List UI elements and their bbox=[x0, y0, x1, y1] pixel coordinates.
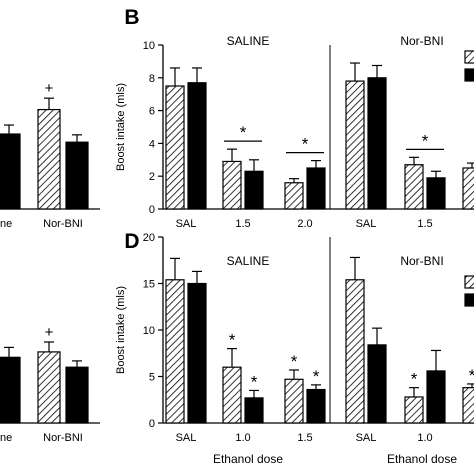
panel-a-group-label: Nor-BNI bbox=[43, 218, 83, 230]
panel-b-x-tick-label: 2.0 bbox=[297, 218, 312, 230]
panel-d-y-tick-label: 15 bbox=[143, 279, 155, 291]
panel-b-bar bbox=[222, 160, 242, 210]
panel-b-y-tick-label: 0 bbox=[149, 204, 155, 216]
panel-d-bar bbox=[426, 370, 446, 424]
panel-d-bar bbox=[284, 378, 304, 424]
panel-b-significance-mark: * bbox=[422, 131, 429, 150]
panel-d-significance-mark: * bbox=[469, 366, 474, 385]
panel-d-significance-mark: * bbox=[229, 331, 236, 350]
panel-b-significance-mark: * bbox=[302, 135, 309, 154]
panel-b-x-tick-label: 1.5 bbox=[417, 218, 432, 230]
panel-b-significance-mark: * bbox=[240, 123, 247, 142]
panel-b-group-title: SALINE bbox=[227, 34, 270, 48]
panel-d-y-axis-label: Boost intake (mls) bbox=[115, 286, 127, 374]
panel-d-x-tick-label: 1.0 bbox=[235, 432, 250, 444]
panel-b-bar bbox=[462, 167, 474, 210]
panel-d-y-tick-label: 5 bbox=[149, 372, 155, 384]
panel-c-group-label: Nor-BNI bbox=[43, 432, 83, 444]
panel-d-bar bbox=[165, 279, 185, 424]
panel-b-y-axis-label: Boost intake (mls) bbox=[115, 83, 127, 171]
panel-b-x-tick-label: 1.5 bbox=[235, 218, 250, 230]
panel-d-bar bbox=[462, 387, 474, 424]
panel-b-bar bbox=[187, 82, 207, 210]
panel-b-bar bbox=[426, 177, 446, 210]
panel-c-group-label: ne bbox=[0, 432, 12, 444]
panel-b-y-tick-label: 8 bbox=[149, 73, 155, 85]
panel-b-bar bbox=[306, 167, 326, 210]
panel-c-bar bbox=[65, 366, 89, 424]
panel-d-x-tick-label: SAL bbox=[356, 432, 377, 444]
panel-b-letter: B bbox=[124, 6, 139, 29]
panel-d-legend-swatch-solid bbox=[464, 293, 474, 307]
panel-d-x-axis-label: Ethanol dose bbox=[387, 452, 457, 466]
panel-d-x-tick-label: 1.5 bbox=[297, 432, 312, 444]
panel-b-group-title: Nor-BNI bbox=[400, 34, 443, 48]
panel-b-bar bbox=[244, 170, 264, 210]
panel-b-bar bbox=[284, 182, 304, 210]
panel-d-group-title: Nor-BNI bbox=[400, 254, 443, 268]
panel-d-x-tick-label: 1.0 bbox=[417, 432, 432, 444]
panel-c-significance-mark: + bbox=[45, 324, 54, 341]
panel-d-significance-mark: * bbox=[291, 352, 298, 371]
panel-d-bar bbox=[222, 366, 242, 424]
panel-b-y-tick-label: 4 bbox=[149, 138, 155, 150]
panel-a-bar bbox=[0, 133, 21, 210]
panel-a-group-label: ne bbox=[0, 218, 12, 230]
panel-d-bar bbox=[187, 282, 207, 424]
panel-a-significance-mark: + bbox=[45, 80, 54, 97]
panel-d-group-title: SALINE bbox=[227, 254, 270, 268]
panel-d-bar bbox=[404, 396, 424, 424]
panel-d-y-tick-label: 10 bbox=[143, 325, 155, 337]
panel-d-bar bbox=[244, 397, 264, 424]
panel-b-bar bbox=[165, 85, 185, 210]
panel-d-significance-mark: * bbox=[313, 367, 320, 386]
panel-b-bar bbox=[367, 77, 387, 210]
panel-d-x-tick-label: SAL bbox=[176, 432, 197, 444]
panel-d-bar bbox=[306, 388, 326, 424]
panel-b-y-tick-label: 2 bbox=[149, 171, 155, 183]
panel-d-letter: D bbox=[124, 230, 139, 253]
panel-d-bar bbox=[345, 279, 365, 424]
panel-b-bar bbox=[345, 80, 365, 210]
panel-c-bar bbox=[0, 356, 21, 424]
panel-b-bar bbox=[404, 164, 424, 210]
panel-b-y-tick-label: 6 bbox=[149, 106, 155, 118]
panel-d-y-tick-label: 0 bbox=[149, 418, 155, 430]
panel-a-bar bbox=[65, 141, 89, 210]
panel-d-significance-mark: * bbox=[251, 372, 258, 391]
panel-a-bar bbox=[37, 108, 61, 210]
panel-d-significance-mark: * bbox=[411, 370, 418, 389]
panel-b-x-tick-label: SAL bbox=[356, 218, 377, 230]
panel-b-x-tick-label: SAL bbox=[176, 218, 197, 230]
panel-d-bar bbox=[367, 344, 387, 424]
panel-d-legend-swatch-hatched bbox=[464, 275, 474, 289]
panel-b-legend-swatch-solid bbox=[464, 68, 474, 82]
panel-c-bar bbox=[37, 351, 61, 424]
panel-d-x-axis-label: Ethanol dose bbox=[213, 452, 283, 466]
panel-d-y-tick-label: 20 bbox=[143, 232, 155, 244]
panel-b-legend-swatch-hatched bbox=[464, 50, 474, 64]
panel-b-y-tick-label: 10 bbox=[143, 40, 155, 52]
